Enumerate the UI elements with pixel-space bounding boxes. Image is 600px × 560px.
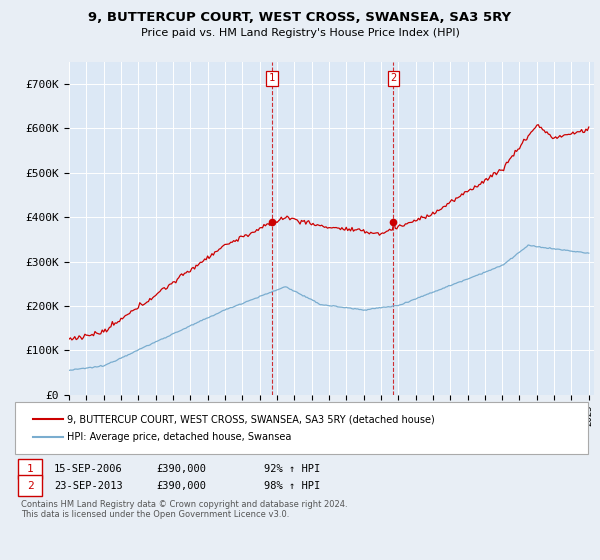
Text: 1: 1	[269, 73, 275, 83]
Text: 2: 2	[26, 480, 34, 491]
Text: £390,000: £390,000	[156, 464, 206, 474]
Text: 9, BUTTERCUP COURT, WEST CROSS, SWANSEA, SA3 5RY: 9, BUTTERCUP COURT, WEST CROSS, SWANSEA,…	[88, 11, 512, 24]
Text: 98% ↑ HPI: 98% ↑ HPI	[264, 480, 320, 491]
Text: 1: 1	[26, 464, 34, 474]
Text: £390,000: £390,000	[156, 480, 206, 491]
Text: 9, BUTTERCUP COURT, WEST CROSS, SWANSEA, SA3 5RY (detached house): 9, BUTTERCUP COURT, WEST CROSS, SWANSEA,…	[67, 414, 435, 424]
Text: Contains HM Land Registry data © Crown copyright and database right 2024.
This d: Contains HM Land Registry data © Crown c…	[21, 500, 347, 519]
Text: Price paid vs. HM Land Registry's House Price Index (HPI): Price paid vs. HM Land Registry's House …	[140, 28, 460, 38]
Text: 2: 2	[390, 73, 397, 83]
Text: HPI: Average price, detached house, Swansea: HPI: Average price, detached house, Swan…	[67, 432, 292, 442]
Text: 92% ↑ HPI: 92% ↑ HPI	[264, 464, 320, 474]
Text: 23-SEP-2013: 23-SEP-2013	[54, 480, 123, 491]
Text: 15-SEP-2006: 15-SEP-2006	[54, 464, 123, 474]
